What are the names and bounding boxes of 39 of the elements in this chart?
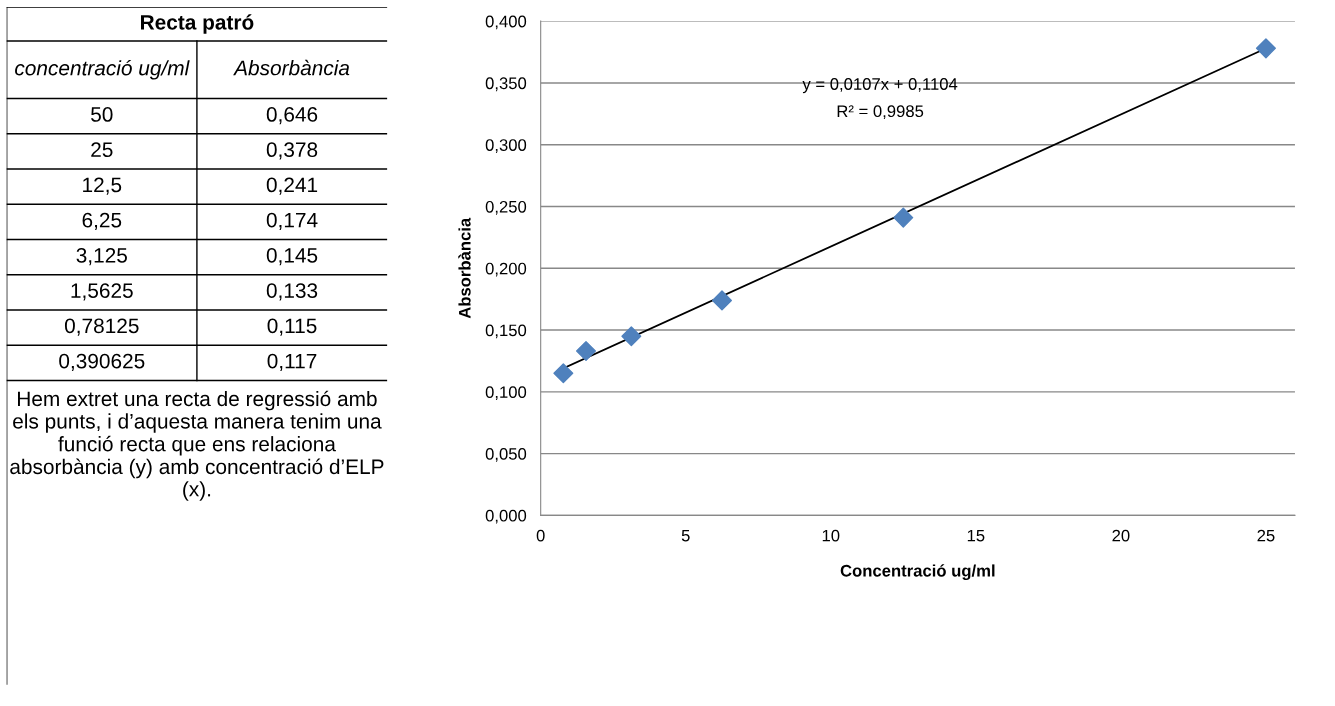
text: 25 xyxy=(91,142,113,158)
annotation: y = 0,0107x + 0,1104 xyxy=(802,78,958,94)
y-tick-label: 0,350 xyxy=(485,77,527,92)
x-tick-label: 5 xyxy=(681,529,690,542)
annotation: R² = 0,9985 xyxy=(837,105,924,120)
text: 0,133 xyxy=(266,283,318,301)
y-tick-label: 0,300 xyxy=(485,139,527,153)
y-tick-label: 0,100 xyxy=(485,386,527,400)
y-tick-label: 0,000 xyxy=(485,509,527,524)
x-tick-label: 20 xyxy=(1112,529,1130,542)
text: 0,145 xyxy=(266,247,318,266)
text: concentració ug/ml xyxy=(15,59,190,80)
text: 12,5 xyxy=(83,177,122,195)
text: 50 xyxy=(91,107,113,122)
text: Recta patró xyxy=(141,14,254,34)
y-tick-label: 0,400 xyxy=(485,15,527,30)
y-axis-title: Absorbància xyxy=(458,217,471,319)
x-axis-title: Concentració ug/ml xyxy=(840,564,995,581)
x-tick-label: 25 xyxy=(1257,529,1275,542)
text: 0,115 xyxy=(267,318,317,336)
x-tick-label: 10 xyxy=(822,529,840,542)
text: 0,174 xyxy=(266,212,318,230)
text: 0,78125 xyxy=(64,318,139,336)
y-tick-label: 0,050 xyxy=(485,448,527,462)
text: 0,646 xyxy=(266,107,318,125)
text: Absorbància xyxy=(233,59,350,76)
text: 0,378 xyxy=(266,142,318,160)
text: Hem extret una recta de regressió amb els punts, i d’aquesta manera tenim una funció recta que ens relaciona absorbància (y) amb concentració d’ELP (x). xyxy=(10,390,384,501)
text: 3,125 xyxy=(76,247,127,266)
text: 1,5625 xyxy=(71,283,133,301)
text: 0,390625 xyxy=(59,353,145,371)
y-tick-label: 0,200 xyxy=(485,262,527,277)
y-tick-label: 0,250 xyxy=(485,200,527,215)
x-tick-label: 15 xyxy=(967,529,985,542)
x-tick-label: 0 xyxy=(536,529,545,542)
y-tick-label: 0,150 xyxy=(485,324,527,339)
text: 0,117 xyxy=(267,353,317,371)
text: 0,241 xyxy=(266,177,318,195)
text: 6,25 xyxy=(82,212,122,230)
